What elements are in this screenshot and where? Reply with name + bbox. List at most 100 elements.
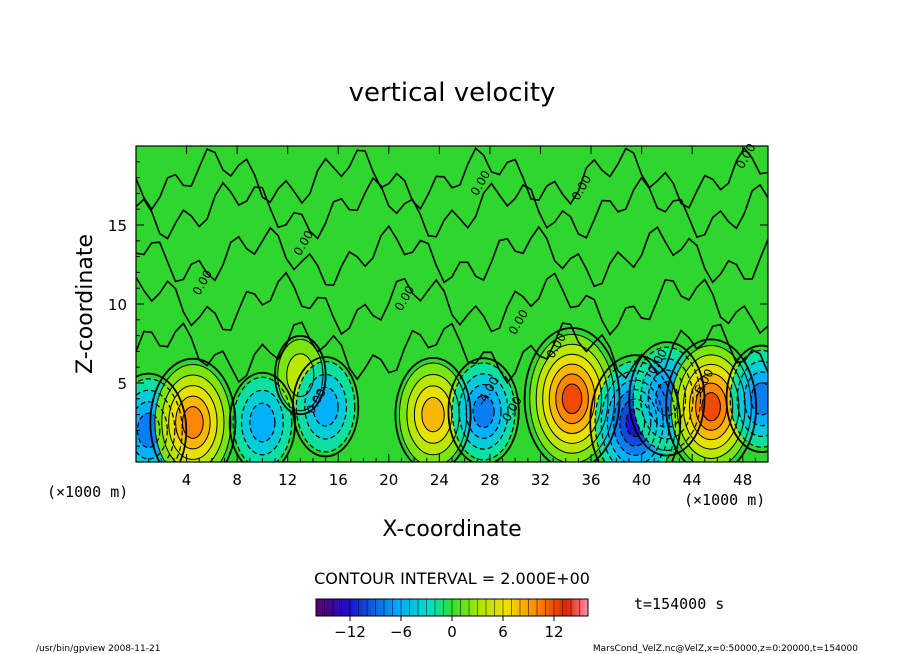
contour-line <box>136 401 168 460</box>
zero-contour <box>665 338 758 462</box>
colorbar-ticks: −12 −6 0 6 12 <box>334 616 564 641</box>
contour-line <box>688 373 734 441</box>
contour-line <box>249 402 276 443</box>
zero-contour <box>136 224 768 288</box>
contour-line <box>632 346 702 451</box>
footer-left: /usr/bin/gpview 2008-11-21 <box>36 644 160 654</box>
x-tick-label: 40 <box>632 471 651 489</box>
contour-line <box>535 343 609 454</box>
x-tick-label: 4 <box>182 471 192 489</box>
colorbar-dividers <box>315 599 589 616</box>
contour-line <box>182 406 204 439</box>
contour-line <box>406 373 460 456</box>
contour-lines <box>136 146 768 462</box>
zero-contour <box>394 356 472 462</box>
x-axis-label: X-coordinate <box>382 517 521 542</box>
y-axis-label: Z-coordinate <box>73 234 98 374</box>
contour-line <box>465 383 502 439</box>
zero-contour <box>274 335 327 416</box>
x-tick-label: 36 <box>581 471 600 489</box>
chart-title: vertical velocity <box>349 78 556 108</box>
contour-line <box>421 396 445 433</box>
zero-contour <box>589 354 682 462</box>
zero-contour <box>725 344 768 453</box>
x-tick-label: 8 <box>232 471 242 489</box>
contour-line <box>555 373 589 425</box>
x-tick-label: 12 <box>278 471 297 489</box>
contour-line <box>312 386 339 427</box>
zero-contour <box>136 271 768 336</box>
contour-line <box>647 369 687 429</box>
y-axis: 5 10 15 <box>108 161 768 447</box>
x-tick-label: 20 <box>379 471 398 489</box>
x-tick-label: 16 <box>329 471 348 489</box>
contour-line <box>136 378 183 462</box>
plot-area: 0.000.000.000.000.000.000.000.000.00-4.0… <box>135 141 769 463</box>
contour-line <box>304 373 348 440</box>
cell-shade <box>421 397 445 432</box>
contour-line <box>625 407 646 438</box>
velocity-field <box>136 334 768 462</box>
contour-line <box>670 345 752 462</box>
colorbar: −12 −6 0 6 12 <box>315 598 589 641</box>
x-unit-right: (×1000 m) <box>684 491 765 509</box>
colorbar-tick-label: 12 <box>544 623 563 641</box>
y-tick-label: 15 <box>108 217 127 235</box>
time-label: t=154000 s <box>634 595 724 613</box>
cell-shade <box>182 406 204 439</box>
cell-shade <box>137 413 160 448</box>
x-tick-label: 24 <box>430 471 449 489</box>
y-tick-label: 5 <box>117 375 127 393</box>
contour-line <box>136 389 176 462</box>
velocity-cell <box>233 377 292 462</box>
x-tick-label: 48 <box>733 471 752 489</box>
colorbar-tick-label: 0 <box>447 623 457 641</box>
contour-line <box>286 353 315 397</box>
cell-shade <box>562 383 582 414</box>
contour-line <box>295 360 356 453</box>
x-unit-left: (×1000 m) <box>47 483 128 501</box>
contour-line <box>529 333 615 462</box>
y-tick-label: 10 <box>108 296 127 314</box>
cell-shade <box>313 387 339 427</box>
contour-interval: CONTOUR INTERVAL = 2.000E+00 <box>314 569 590 588</box>
colorbar-tick-label: 6 <box>498 623 508 641</box>
contour-line <box>161 374 225 462</box>
contour-line <box>600 370 670 462</box>
zero-contour <box>628 341 706 457</box>
contour-line <box>640 358 694 440</box>
contour-line <box>701 392 721 422</box>
x-tick-label: 28 <box>480 471 499 489</box>
zero-contour <box>291 356 360 458</box>
contour-line <box>458 373 509 450</box>
contour-line <box>736 360 768 438</box>
cell-shade <box>249 403 275 442</box>
contour-line <box>451 362 516 461</box>
zero-contour <box>136 372 188 462</box>
contour-line <box>168 385 218 460</box>
contour-line <box>232 376 293 462</box>
zero-contour <box>136 321 768 385</box>
zero-contour <box>136 146 768 211</box>
contour-line <box>676 354 746 459</box>
contour-line <box>655 380 679 417</box>
colorbar-tick-label: −12 <box>334 623 366 641</box>
contour-line <box>682 363 740 450</box>
contour-line <box>606 379 664 462</box>
x-tick-label: 32 <box>531 471 550 489</box>
contour-line <box>619 398 652 447</box>
contour-line <box>743 371 768 427</box>
zero-contour <box>149 357 237 462</box>
contour-line <box>240 389 284 456</box>
contour-line <box>472 394 495 429</box>
contour-line <box>154 364 232 462</box>
cell-shade <box>473 395 495 428</box>
contour-line <box>548 363 596 434</box>
contour-line <box>750 382 768 416</box>
footer-right: MarsCond_VelZ.nc@VelZ,x=0:50000,z=0:2000… <box>593 644 858 654</box>
zero-contour <box>447 357 520 462</box>
contour-line <box>175 395 211 450</box>
zero-contour <box>136 176 768 240</box>
contour-line <box>561 383 583 415</box>
